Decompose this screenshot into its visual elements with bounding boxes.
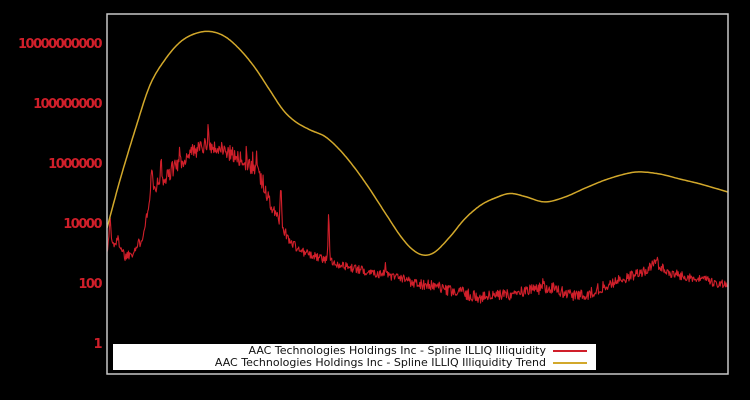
legend: AAC Technologies Holdings Inc - Spline I… [113, 344, 596, 370]
legend-line-sample-illiquidity [553, 350, 587, 352]
legend-label-trend: AAC Technologies Holdings Inc - Spline I… [214, 356, 546, 369]
legend-label-illiquidity: AAC Technologies Holdings Inc - Spline I… [248, 344, 547, 357]
illiquidity-line [107, 124, 728, 304]
legend-line-sample-trend [553, 362, 587, 364]
legend-row-trend: AAC Technologies Holdings Inc - Spline I… [113, 357, 596, 369]
y-axis-tick-label: 10000000000 [18, 37, 103, 52]
illiquidity-trend-line [107, 30, 728, 256]
y-axis-tick-label: 1000000 [48, 157, 102, 172]
y-axis-tick-label: 100 [78, 277, 102, 292]
y-axis-tick-label: 10000 [63, 217, 102, 232]
y-axis-tick-label: 1 [93, 337, 102, 352]
legend-row-illiquidity: AAC Technologies Holdings Inc - Spline I… [113, 345, 596, 357]
y-axis-tick-label: 100000000 [33, 97, 102, 112]
plot-border [106, 13, 729, 375]
